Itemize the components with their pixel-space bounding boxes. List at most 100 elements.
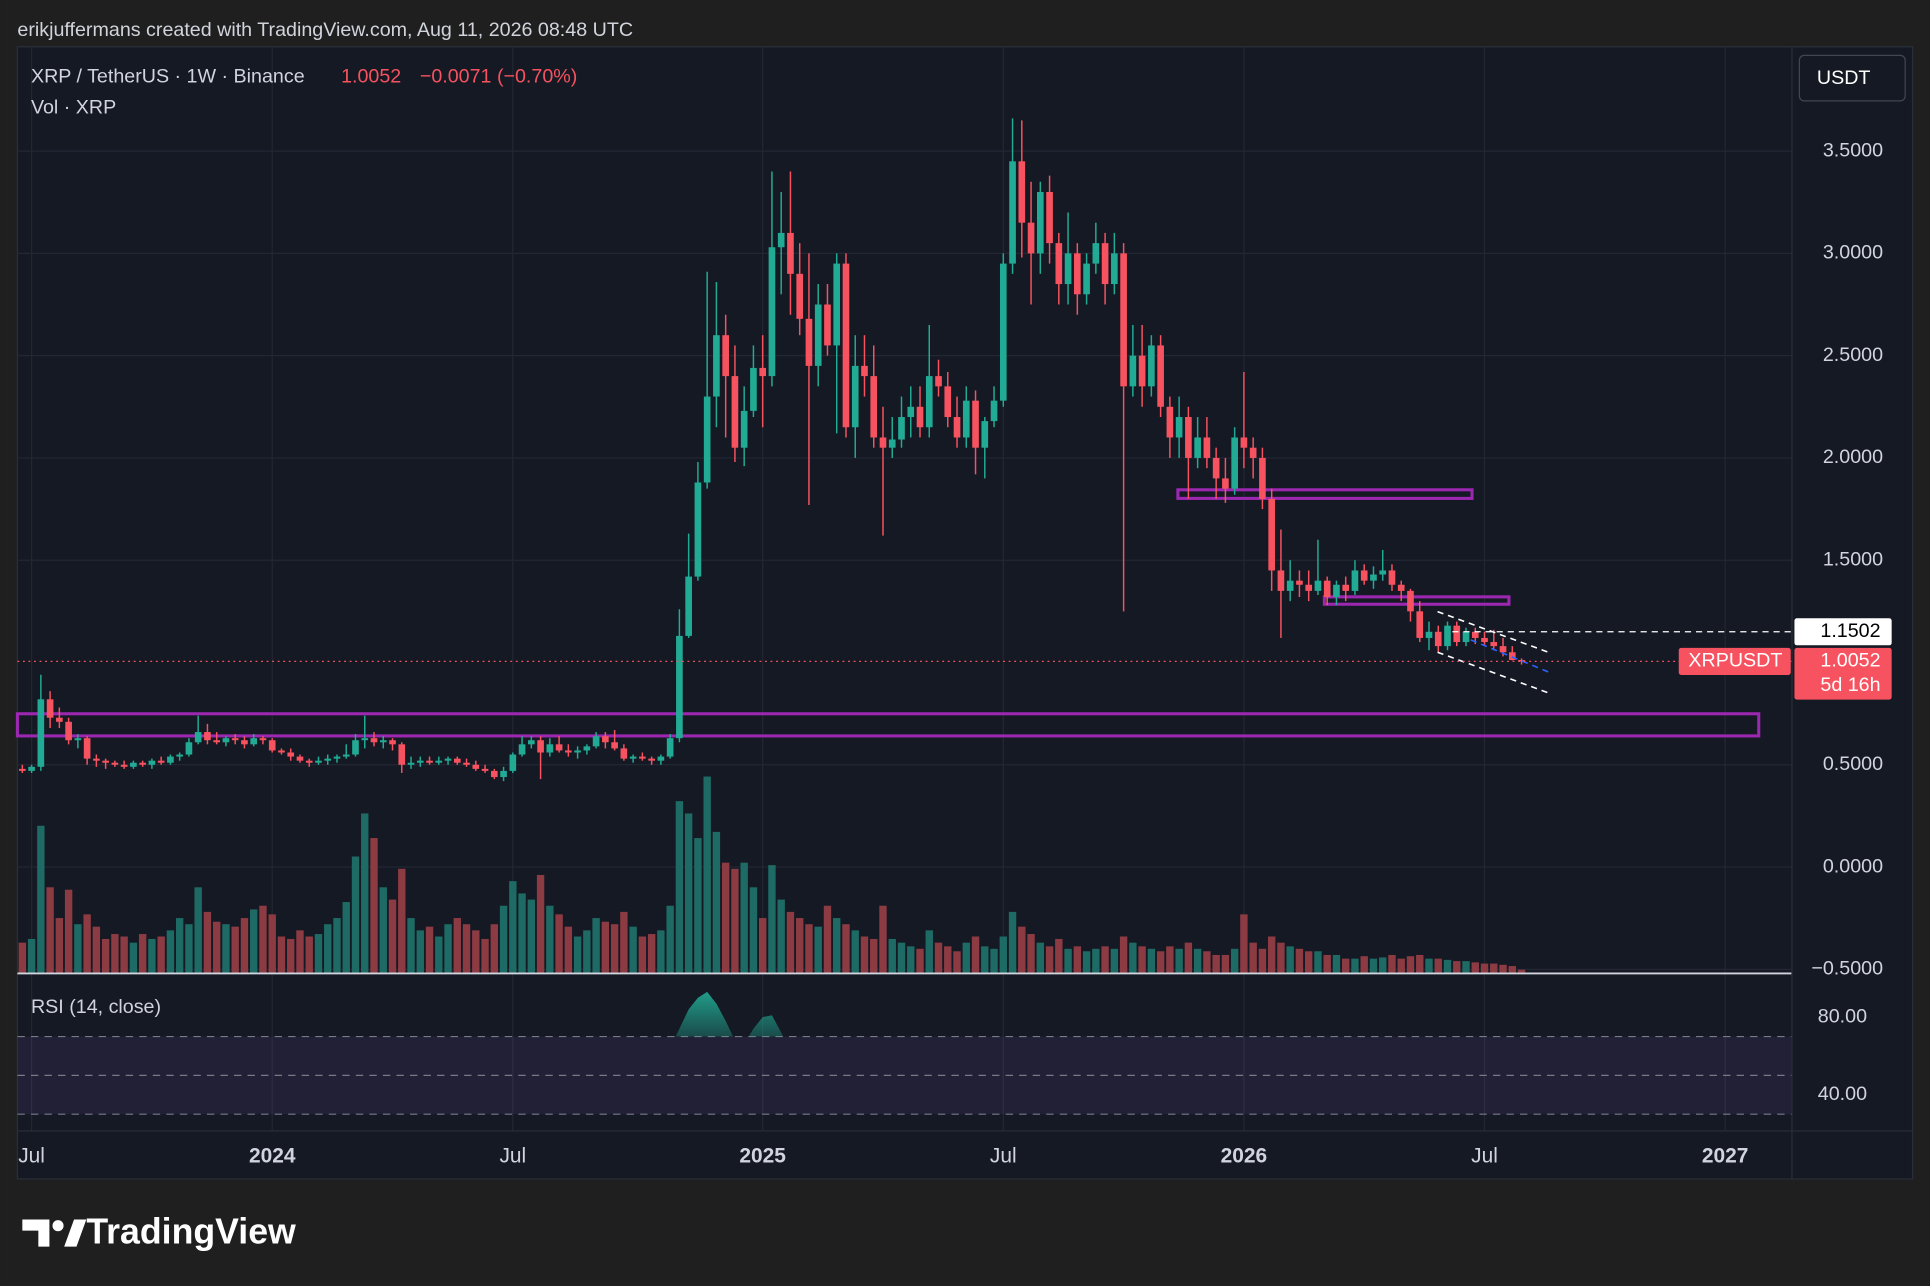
candle-body bbox=[861, 365, 868, 377]
candle-body bbox=[1203, 437, 1211, 458]
volume-bar bbox=[305, 936, 313, 974]
candle-body bbox=[722, 335, 729, 377]
volume-bar bbox=[1490, 963, 1498, 974]
volume-bar bbox=[666, 905, 674, 974]
volume-bar bbox=[435, 936, 443, 974]
candle-body bbox=[1101, 243, 1109, 285]
candle-body bbox=[999, 263, 1007, 401]
currency-button[interactable]: USDT bbox=[1798, 54, 1906, 102]
volume-bar bbox=[416, 930, 424, 974]
volume-bar bbox=[740, 862, 748, 974]
y-tick-label: 1.5000 bbox=[1823, 548, 1883, 570]
volume-bar bbox=[888, 938, 896, 974]
volume-bar bbox=[185, 924, 193, 974]
candle-body bbox=[389, 740, 396, 745]
candle-body bbox=[990, 400, 998, 422]
candle-body bbox=[528, 740, 535, 745]
x-tick-label: 2024 bbox=[249, 1144, 296, 1167]
volume-bar bbox=[758, 918, 767, 974]
candle-body bbox=[740, 410, 748, 448]
candle-body bbox=[925, 376, 933, 428]
candle-body bbox=[1453, 625, 1461, 643]
candle-body bbox=[241, 740, 248, 745]
candle-body bbox=[407, 762, 415, 765]
candle-body bbox=[333, 756, 341, 759]
candle-body bbox=[805, 318, 813, 366]
candle-body bbox=[592, 736, 600, 747]
volume-bar bbox=[1453, 961, 1461, 974]
volume-bar bbox=[1119, 936, 1128, 974]
volume-bar bbox=[1517, 969, 1526, 974]
candle-body bbox=[953, 417, 961, 438]
candle-body bbox=[1185, 417, 1192, 458]
volume-bar bbox=[342, 902, 350, 974]
candle-body bbox=[537, 740, 544, 753]
brand: TradingView bbox=[86, 1212, 296, 1252]
candle-body bbox=[259, 738, 267, 741]
candle-body bbox=[1212, 457, 1220, 479]
volume-bar bbox=[814, 926, 822, 974]
candle-body bbox=[1286, 580, 1294, 591]
candle-body bbox=[102, 760, 109, 763]
volume-bar bbox=[657, 930, 665, 974]
candle-body bbox=[851, 365, 859, 428]
candle-body bbox=[759, 367, 767, 377]
volume-bar bbox=[1416, 954, 1424, 974]
candle-body bbox=[1259, 457, 1266, 499]
candle-body bbox=[342, 754, 350, 757]
candle-body bbox=[139, 762, 146, 765]
volume-bar bbox=[694, 838, 702, 974]
volume-bar bbox=[777, 899, 785, 974]
button-frame[interactable] bbox=[1798, 54, 1906, 102]
candle-body bbox=[176, 754, 183, 757]
candle-body bbox=[1296, 580, 1303, 585]
candle-body bbox=[1416, 611, 1424, 638]
volume-bar bbox=[916, 948, 924, 974]
candle-body bbox=[1444, 625, 1451, 647]
volume-bar bbox=[1425, 958, 1433, 974]
rsi-title: RSI (14, close) bbox=[31, 996, 161, 1018]
volume-bar bbox=[1147, 948, 1156, 974]
volume-bar bbox=[509, 881, 517, 974]
last-price: 1.0052 bbox=[341, 66, 401, 88]
volume-bar bbox=[1045, 946, 1054, 974]
volume-bar bbox=[1064, 948, 1072, 974]
volume-bar bbox=[1082, 951, 1091, 974]
volume-bar bbox=[1073, 946, 1082, 974]
volume-bar bbox=[351, 856, 360, 974]
volume-bar bbox=[564, 926, 573, 974]
candle-body bbox=[1240, 437, 1248, 448]
candle-body bbox=[1027, 222, 1035, 254]
candle-body bbox=[222, 738, 230, 743]
currency[interactable]: USDT bbox=[1817, 67, 1871, 89]
candle-body bbox=[916, 406, 924, 428]
volume-bar bbox=[851, 930, 859, 974]
candle-body bbox=[324, 758, 332, 761]
candle-body bbox=[629, 756, 637, 759]
candle-body bbox=[518, 744, 526, 755]
volume-bar bbox=[629, 926, 637, 974]
volume-bar bbox=[1110, 948, 1119, 974]
volume-bar bbox=[111, 934, 119, 974]
volume-bar bbox=[1304, 951, 1313, 974]
candle-body bbox=[1323, 580, 1331, 598]
price-box bbox=[1794, 647, 1892, 700]
volume-bar bbox=[573, 936, 582, 974]
volume-bar bbox=[999, 936, 1007, 974]
candle-body bbox=[870, 376, 878, 438]
candle-body bbox=[213, 740, 221, 743]
candle-body bbox=[19, 768, 26, 771]
candle-body bbox=[1018, 161, 1026, 223]
volume-bar bbox=[934, 942, 943, 974]
candle-body bbox=[1342, 584, 1350, 591]
volume-bar bbox=[129, 942, 138, 974]
volume-bar bbox=[490, 924, 499, 974]
volume-bar bbox=[287, 938, 295, 974]
candle-body bbox=[120, 764, 128, 767]
candle-body bbox=[879, 437, 887, 448]
volume-bar bbox=[120, 936, 128, 974]
volume-bar bbox=[296, 930, 304, 974]
candle-body bbox=[296, 756, 304, 761]
volume-bar bbox=[175, 918, 184, 974]
volume-bar bbox=[324, 924, 332, 974]
